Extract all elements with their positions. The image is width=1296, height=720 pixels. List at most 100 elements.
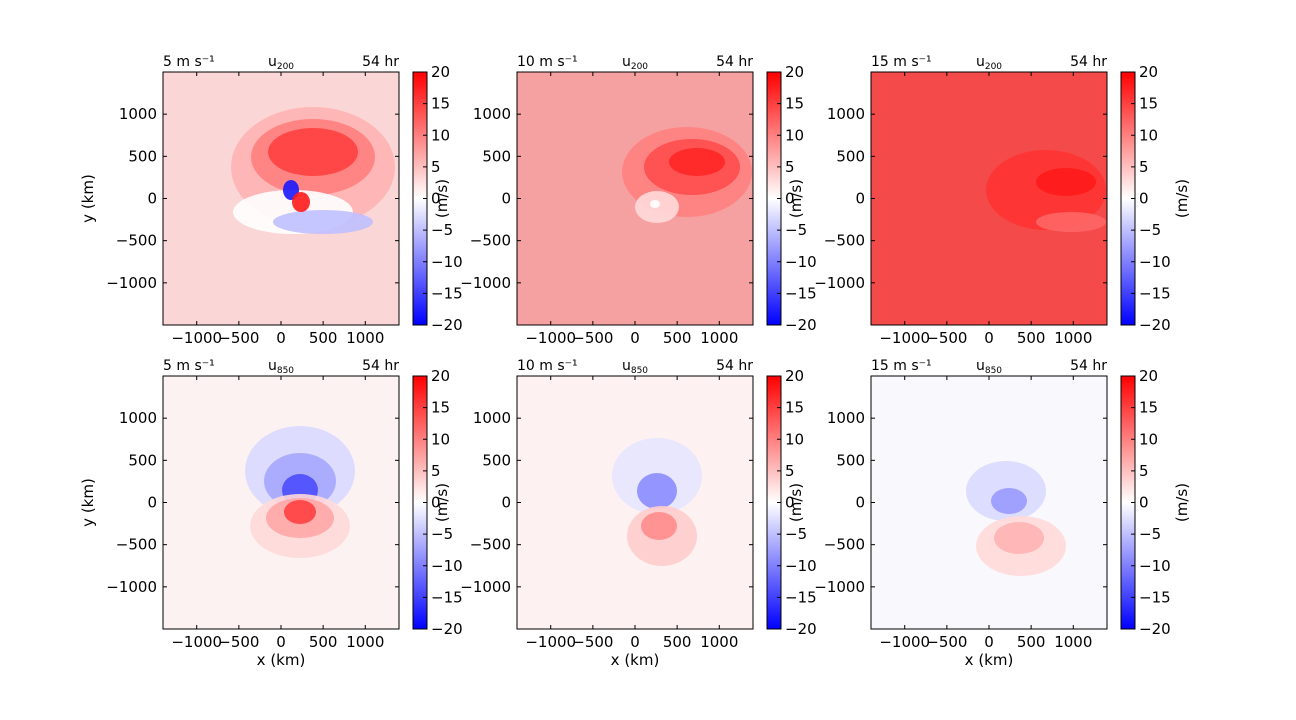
x-tick-label: −500 xyxy=(926,329,967,347)
x-tick-label: 0 xyxy=(984,633,994,651)
x-tick-label: 500 xyxy=(1017,633,1046,651)
x-tick-label: 1000 xyxy=(346,633,384,651)
panel-variable-title: u850 xyxy=(622,358,648,376)
x-tick-label: 500 xyxy=(309,329,338,347)
colorbar-tick-label: −10 xyxy=(785,557,817,575)
panel-left-label: 5 m s⁻¹ xyxy=(163,54,215,70)
y-axis-label: (m/s) xyxy=(787,483,805,522)
field-u200_15 xyxy=(871,72,1107,325)
variable-symbol: u xyxy=(976,54,985,70)
colorbar-tick-label: 10 xyxy=(785,430,804,448)
x-tick-label: 0 xyxy=(984,329,994,347)
colorbar-tick-label: 5 xyxy=(431,158,441,176)
x-tick-label: −1000 xyxy=(171,633,222,651)
colorbar-tick-label: −15 xyxy=(1139,284,1171,302)
colorbar-tick-label: −20 xyxy=(431,316,463,334)
panel-time-label: 54 hr xyxy=(362,358,399,374)
colorbar-tick-label: −15 xyxy=(431,588,463,606)
colorbar-tick-label: 15 xyxy=(1139,399,1158,417)
field-u200_5 xyxy=(163,72,399,325)
field-u850_15 xyxy=(871,376,1107,629)
y-tick-label: −500 xyxy=(470,536,511,554)
x-tick-label: 1000 xyxy=(346,329,384,347)
x-tick-label: −500 xyxy=(218,329,259,347)
field-contour xyxy=(292,192,310,212)
y-tick-label: −1000 xyxy=(106,274,157,292)
colorbar-tick-label: −10 xyxy=(1139,557,1171,575)
x-axis-label: x (km) xyxy=(611,651,660,669)
field-contour xyxy=(637,473,677,509)
y-axis-label: y (km) xyxy=(79,478,97,527)
colorbar-tick-label: −15 xyxy=(785,284,817,302)
x-tick-label: −500 xyxy=(572,329,613,347)
x-tick-label: 500 xyxy=(663,633,692,651)
field-contour xyxy=(650,200,660,208)
field-u850_5 xyxy=(163,376,399,629)
x-axis-label: x (km) xyxy=(257,651,306,669)
variable-level: 850 xyxy=(277,366,294,376)
x-tick-label: −500 xyxy=(218,633,259,651)
x-tick-label: −1000 xyxy=(525,633,576,651)
colorbar-tick-label: 0 xyxy=(431,494,441,512)
colorbar-label: (m/s) xyxy=(1173,483,1191,522)
y-tick-label: −1000 xyxy=(460,578,511,596)
x-tick-label: −500 xyxy=(926,633,967,651)
colorbar-tick-label: 10 xyxy=(431,430,450,448)
colorbar-tick-label: 20 xyxy=(785,367,804,385)
y-tick-label: −500 xyxy=(470,232,511,250)
colorbar-tick-label: 0 xyxy=(1139,190,1149,208)
x-tick-label: 500 xyxy=(1017,329,1046,347)
colorbar-tick-label: 5 xyxy=(785,158,795,176)
y-axis-label: (m/s) xyxy=(787,179,805,218)
field-contour xyxy=(669,148,725,176)
y-axis-label: y (km) xyxy=(79,174,97,223)
x-tick-label: 0 xyxy=(630,633,640,651)
x-tick-label: −1000 xyxy=(171,329,222,347)
y-tick-label: 1000 xyxy=(119,409,157,427)
y-tick-label: 0 xyxy=(501,494,511,512)
colorbar-tick-label: −5 xyxy=(1139,221,1161,239)
colorbar-tick-label: 15 xyxy=(1139,95,1158,113)
variable-symbol: u xyxy=(268,54,277,70)
panel-time-label: 54 hr xyxy=(362,54,399,70)
colorbar-tick-label: 0 xyxy=(785,190,795,208)
field-contour xyxy=(273,210,373,234)
x-tick-label: −1000 xyxy=(525,329,576,347)
y-tick-label: −500 xyxy=(824,536,865,554)
panel-left-label: 15 m s⁻¹ xyxy=(871,358,932,374)
colorbar-tick-label: −10 xyxy=(431,253,463,271)
y-tick-label: −500 xyxy=(116,232,157,250)
colorbar-tick-label: −20 xyxy=(785,316,817,334)
y-tick-label: 1000 xyxy=(473,409,511,427)
panel-time-label: 54 hr xyxy=(716,358,753,374)
variable-symbol: u xyxy=(622,358,631,374)
colorbar-tick-label: 20 xyxy=(431,367,450,385)
x-tick-label: 1000 xyxy=(1054,329,1092,347)
variable-level: 200 xyxy=(277,62,294,72)
colorbar-tick-label: −5 xyxy=(785,525,807,543)
variable-symbol: u xyxy=(976,358,985,374)
x-tick-label: −500 xyxy=(572,633,613,651)
colorbar-tick-label: −10 xyxy=(1139,253,1171,271)
colorbar-tick-label: 15 xyxy=(785,399,804,417)
variable-level: 200 xyxy=(985,62,1002,72)
y-tick-label: 0 xyxy=(147,494,157,512)
panel-variable-title: u850 xyxy=(268,358,294,376)
field-contour xyxy=(268,128,358,176)
panel-variable-title: u200 xyxy=(622,54,648,72)
colorbar-tick-label: 10 xyxy=(1139,430,1158,448)
colorbar-tick-label: −10 xyxy=(431,557,463,575)
x-tick-label: 500 xyxy=(309,633,338,651)
field-contour xyxy=(994,522,1044,554)
colorbar-tick-label: −20 xyxy=(1139,316,1171,334)
y-tick-label: −1000 xyxy=(460,274,511,292)
colorbar-tick-label: −15 xyxy=(431,284,463,302)
y-tick-label: −500 xyxy=(116,536,157,554)
y-tick-label: 1000 xyxy=(119,105,157,123)
x-tick-label: 1000 xyxy=(700,329,738,347)
variable-level: 850 xyxy=(985,366,1002,376)
y-tick-label: 500 xyxy=(482,451,511,469)
